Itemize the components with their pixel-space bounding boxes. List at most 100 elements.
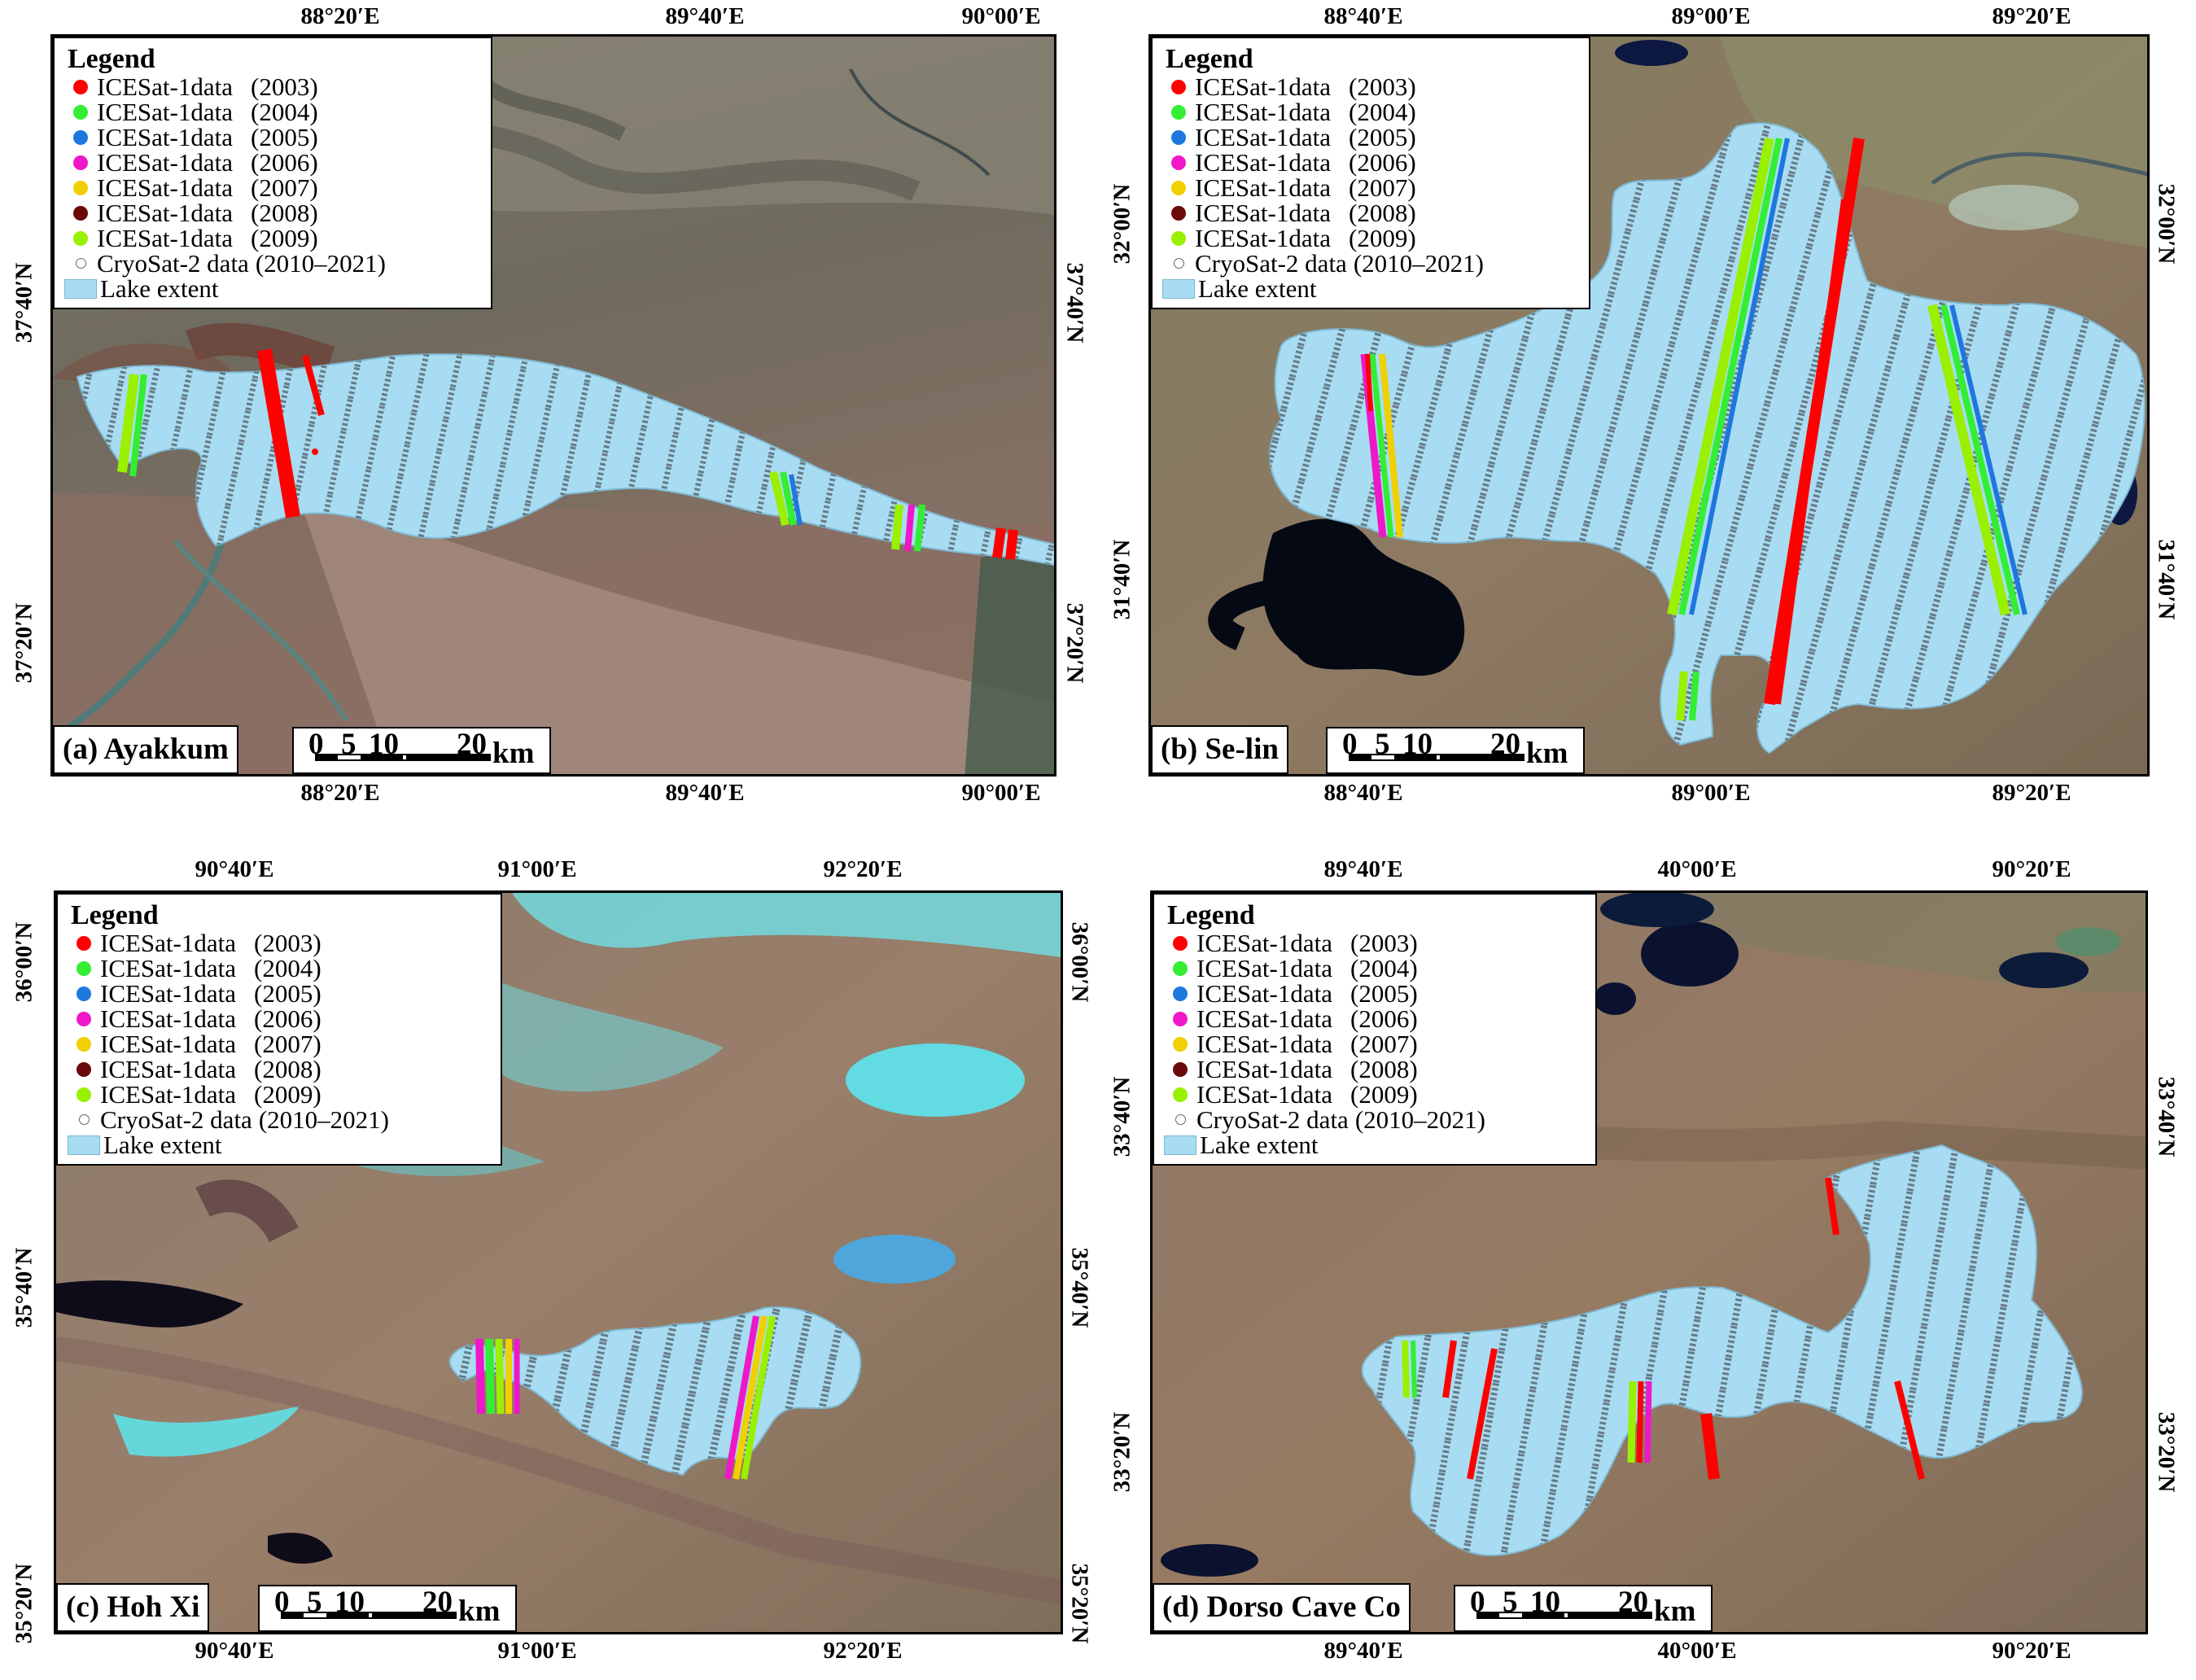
magenta-dot-icon <box>73 155 88 170</box>
legend-item: CryoSat-2 data (2010–2021) <box>64 251 479 276</box>
darkred-dot-icon <box>1173 1061 1188 1077</box>
hollow-circle-icon <box>75 258 86 269</box>
red-dot-icon <box>1173 935 1188 951</box>
x-tick-top: 91°00′E <box>497 856 577 882</box>
legend-item: ICESat-1data (2009) <box>68 1082 489 1107</box>
lime-dot-icon <box>1171 230 1186 246</box>
icesat-tracks <box>117 348 1018 560</box>
red-dot-icon <box>77 935 91 951</box>
y-tick-left: 33°20′N <box>1109 1411 1135 1493</box>
legend-item: ICESat-1data (2004) <box>68 956 489 981</box>
scale-graphic <box>1476 1612 1652 1619</box>
legend-item: ICESat-1data (2004) <box>1164 956 1584 981</box>
legend-item: ICESat-1data (2009) <box>1162 225 1577 251</box>
scale-bar: 0 5 10 20 km <box>258 1585 517 1632</box>
legend-item: ICESat-1data (2007) <box>1164 1031 1584 1057</box>
satellite-imagery <box>1151 37 2147 774</box>
legend: Legend ICESat-1data (2003) ICESat-1data (2… <box>1153 893 1597 1166</box>
lake-extent-swatch-icon <box>68 1135 100 1155</box>
x-tick-top: 92°20′E <box>823 856 903 882</box>
x-tick-top: 89°00′E <box>1671 3 1751 29</box>
legend-item: ICESat-1data (2009) <box>1164 1082 1584 1107</box>
x-tick-bottom: 90°00′E <box>961 780 1041 806</box>
red-dot-icon <box>73 79 88 94</box>
blue-dot-icon <box>77 986 91 1001</box>
y-tick-right: 31°40′N <box>2153 539 2180 620</box>
scale-bar: 0 5 10 20 km <box>292 727 551 774</box>
magenta-dot-icon <box>1173 1011 1188 1026</box>
blue-dot-icon <box>1173 986 1188 1001</box>
blue-dot-icon <box>73 129 88 145</box>
map-frame: Legend ICESat-1data (2003) ICESat-1data (2… <box>1148 34 2150 777</box>
x-tick-bottom: 90°40′E <box>195 1638 274 1664</box>
panel-title: (d) Dorso Cave Co <box>1153 1583 1411 1632</box>
y-tick-left: 36°00′N <box>11 921 37 1003</box>
legend-item: ICESat-1data (2008) <box>64 200 479 225</box>
satellite-imagery <box>53 37 1054 774</box>
legend-item: ICESat-1data (2006) <box>1162 150 1577 175</box>
hollow-circle-icon <box>1175 1114 1186 1125</box>
legend-item: ICESat-1data (2003) <box>1162 74 1577 99</box>
x-tick-bottom: 89°40′E <box>665 780 745 806</box>
lake-extent-swatch-icon <box>1164 1135 1196 1155</box>
y-tick-right: 36°00′N <box>1066 921 1093 1003</box>
legend-item: Lake extent <box>1162 276 1577 301</box>
scale-bar: 0 5 10 20 km <box>1326 727 1585 774</box>
green-dot-icon <box>73 104 88 120</box>
x-tick-bottom: 89°40′E <box>1323 1638 1403 1664</box>
magenta-dot-icon <box>1171 155 1186 170</box>
x-tick-top: 40°00′E <box>1657 856 1737 882</box>
legend-item: ICESat-1data (2008) <box>68 1057 489 1082</box>
y-tick-right: 37°40′N <box>1061 262 1088 343</box>
legend-title: Legend <box>71 900 159 930</box>
map-frame: Legend ICESat-1data (2003) ICESat-1data (2… <box>1150 890 2148 1634</box>
x-tick-top: 90°40′E <box>195 856 274 882</box>
hollow-circle-icon <box>1173 258 1184 269</box>
darkred-dot-icon <box>77 1061 91 1077</box>
x-tick-bottom: 91°00′E <box>497 1638 577 1664</box>
y-tick-right: 33°20′N <box>2153 1411 2180 1493</box>
panel-d: 89°40′E 40°00′E 90°20′E 89°40′E 40°00′E … <box>1098 840 2196 1680</box>
legend-item: ICESat-1data (2005) <box>68 981 489 1006</box>
x-tick-bottom: 89°20′E <box>1992 780 2071 806</box>
legend-item: CryoSat-2 data (2010–2021) <box>1164 1107 1584 1132</box>
yellow-dot-icon <box>1171 180 1186 195</box>
y-tick-left: 33°40′N <box>1109 1076 1135 1157</box>
x-tick-top: 89°20′E <box>1992 3 2071 29</box>
legend-item: ICESat-1data (2005) <box>1164 981 1584 1006</box>
x-tick-bottom: 89°00′E <box>1671 780 1751 806</box>
scale-graphic <box>281 1612 457 1619</box>
legend-item: ICESat-1data (2007) <box>68 1031 489 1057</box>
legend-item: ICESat-1data (2004) <box>1162 99 1577 125</box>
legend-title: Legend <box>1166 44 1253 74</box>
panel-c: 90°40′E 91°00′E 92°20′E 90°40′E 91°00′E … <box>0 840 1098 1680</box>
legend-item: ICESat-1data (2008) <box>1162 200 1577 225</box>
legend-item: CryoSat-2 data (2010–2021) <box>1162 251 1577 276</box>
y-tick-right: 32°00′N <box>2153 183 2180 265</box>
legend-item: ICESat-1data (2009) <box>64 225 479 251</box>
legend-item: ICESat-1data (2004) <box>64 99 479 125</box>
legend-title: Legend <box>68 44 155 74</box>
yellow-dot-icon <box>77 1036 91 1052</box>
panel-title: (c) Hoh Xi <box>56 1583 210 1632</box>
scale-bar: 0 5 10 20 km <box>1454 1585 1713 1632</box>
y-tick-right: 37°20′N <box>1061 602 1088 684</box>
x-tick-top: 89°40′E <box>665 3 745 29</box>
legend-item: ICESat-1data (2003) <box>68 930 489 956</box>
green-dot-icon <box>1171 104 1186 120</box>
legend-item: ICESat-1data (2007) <box>1162 175 1577 200</box>
lake-extent-swatch-icon <box>64 278 97 299</box>
panel-a: 88°20′E 89°40′E 90°00′E 88°20′E 89°40′E … <box>0 0 1098 840</box>
lime-dot-icon <box>1173 1087 1188 1102</box>
y-tick-left: 37°20′N <box>11 602 37 684</box>
legend-item: ICESat-1data (2003) <box>64 74 479 99</box>
y-tick-right: 33°40′N <box>2153 1076 2180 1157</box>
y-tick-left: 32°00′N <box>1109 183 1135 265</box>
x-tick-bottom: 88°40′E <box>1323 780 1403 806</box>
map-frame: Legend ICESat-1data (2003) ICESat-1data (2… <box>54 890 1063 1634</box>
legend-item: CryoSat-2 data (2010–2021) <box>68 1107 489 1132</box>
icesat-tracks <box>1360 137 2028 721</box>
darkred-dot-icon <box>1171 205 1186 221</box>
green-dot-icon <box>1173 960 1188 976</box>
x-tick-bottom: 88°20′E <box>300 780 380 806</box>
